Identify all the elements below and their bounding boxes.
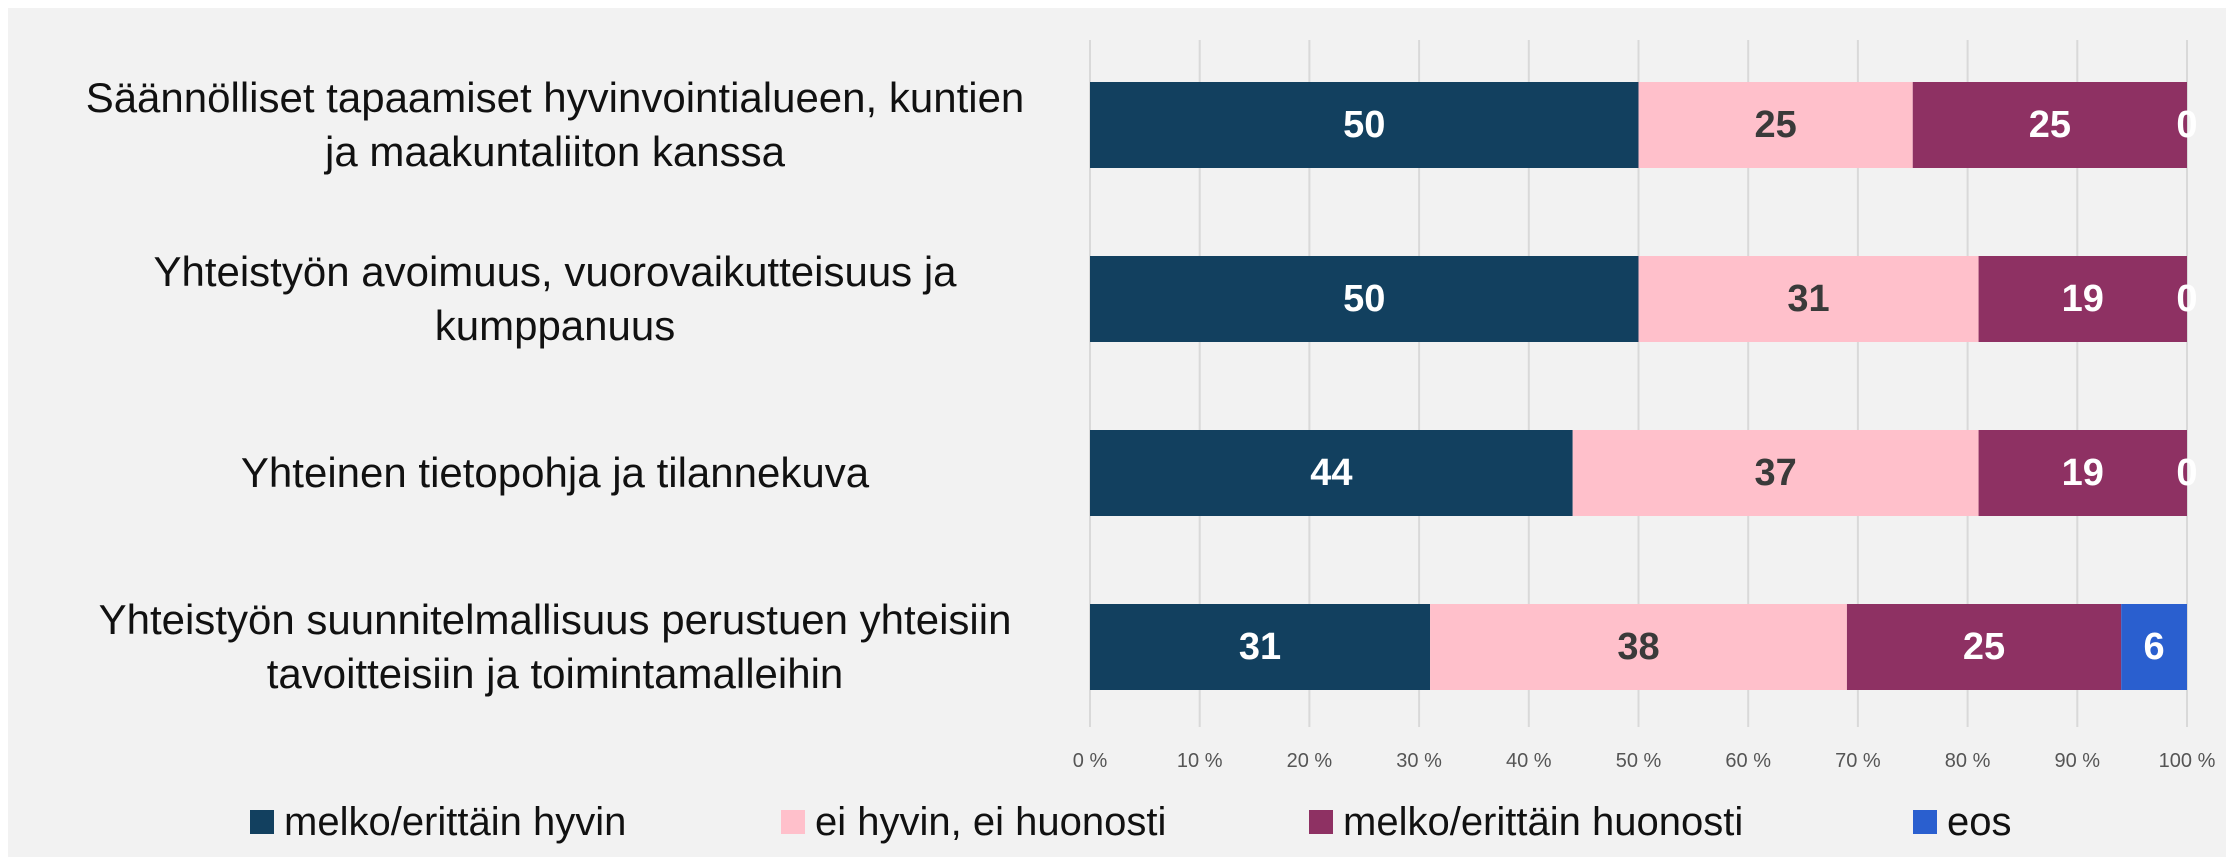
bar-segment xyxy=(1638,82,1913,168)
bar-segment xyxy=(1978,256,2187,342)
bar-segment xyxy=(1846,604,2122,690)
data-label: 31 xyxy=(1787,278,1829,320)
x-tick-label: 70 % xyxy=(1835,750,1881,772)
legend-swatch xyxy=(250,810,274,834)
x-tick-label: 20 % xyxy=(1287,750,1333,772)
x-tick-label: 10 % xyxy=(1177,750,1223,772)
legend-swatch xyxy=(781,810,805,834)
data-label: 25 xyxy=(1754,104,1796,146)
data-label: 44 xyxy=(1310,452,1352,494)
legend-swatch xyxy=(1309,810,1333,834)
category-label: Yhteinen tietopohja ja tilannekuva xyxy=(240,449,870,496)
data-label: 37 xyxy=(1754,452,1796,494)
bar-segment xyxy=(1090,430,1573,516)
data-label: 25 xyxy=(1963,626,2005,668)
data-label: 31 xyxy=(1239,626,1281,668)
bar-segment xyxy=(1572,430,1979,516)
bar-segment xyxy=(1638,256,1979,342)
data-label: 50 xyxy=(1343,278,1385,320)
bar-segment xyxy=(2121,604,2187,690)
x-tick-label: 50 % xyxy=(1616,750,1662,772)
category-label: Yhteistyön avoimuus, vuorovaikutteisuus … xyxy=(153,248,957,349)
data-label: 6 xyxy=(2144,626,2165,668)
x-tick-label: 60 % xyxy=(1725,750,1771,772)
bar-segment xyxy=(1090,82,1639,168)
legend-label: melko/erittäin hyvin xyxy=(284,800,626,844)
bar-segment xyxy=(1090,256,1639,342)
category-label: Säännölliset tapaamiset hyvinvointialuee… xyxy=(85,74,1025,175)
data-label: 0 xyxy=(2176,452,2197,494)
data-label: 25 xyxy=(2029,104,2071,146)
data-label: 50 xyxy=(1343,104,1385,146)
bar-segment xyxy=(1912,82,2187,168)
legend-label: eos xyxy=(1947,800,2012,844)
legend-label: ei hyvin, ei huonosti xyxy=(815,800,1166,844)
x-tick-label: 30 % xyxy=(1396,750,1442,772)
x-tick-label: 80 % xyxy=(1945,750,1991,772)
x-tick-label: 40 % xyxy=(1506,750,1552,772)
bar-segment xyxy=(1978,430,2187,516)
x-tick-label: 0 % xyxy=(1073,750,1108,772)
x-tick-label: 100 % xyxy=(2159,750,2216,772)
legend-swatch xyxy=(1913,810,1937,834)
bar-segment xyxy=(1090,604,1431,690)
data-label: 19 xyxy=(2062,278,2104,320)
data-label: 19 xyxy=(2062,452,2104,494)
category-label: Yhteistyön suunnitelmallisuus perustuen … xyxy=(98,596,1012,697)
legend-label: melko/erittäin huonosti xyxy=(1343,800,1743,844)
data-label: 38 xyxy=(1617,626,1659,668)
data-label: 0 xyxy=(2176,104,2197,146)
x-tick-label: 90 % xyxy=(2055,750,2101,772)
data-label: 0 xyxy=(2176,278,2197,320)
bar-segment xyxy=(1430,604,1847,690)
